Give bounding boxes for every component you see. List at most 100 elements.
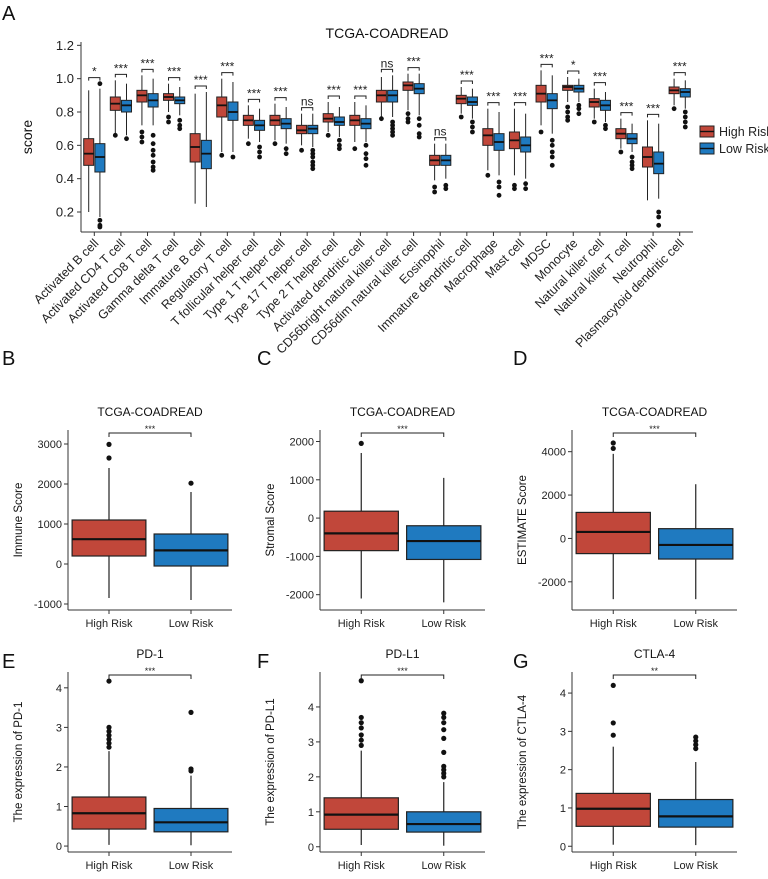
panel-a-sig-bracket [513,102,527,106]
panel-a-sig-bracket [274,97,287,101]
panel-a-low-risk-outlier [656,214,662,220]
panel-a-high-risk-outlier [272,141,278,147]
panel-a-ytick-label: 0.8 [56,105,74,120]
panel-a-low-risk-outlier [363,142,369,148]
panel-c-title: TCGA-COADREAD [350,405,456,419]
panel-a-high-risk-outlier [458,114,464,120]
panel-a-sig-bracket [247,98,261,103]
panel-a-low-risk-outlier [470,129,475,135]
panel-e-low-risk-outlier [188,766,194,772]
panel-a-low-risk-outlier [549,154,555,160]
panel-a-low-risk-outlier [150,159,156,165]
panel-b-ytick-label: 2000 [38,479,62,491]
panel-a-low-risk-outlier [470,119,475,125]
panel-a-sig-label: *** [486,90,500,104]
panel-a-immune-cell-boxplot: ATCGA-COADREADscore0.20.40.60.81.01.2*Ac… [2,3,768,357]
panel-a-sig-label: ns [434,125,447,139]
panel-a-high-risk-outlier [432,184,438,190]
panel-a-ylabel: score [19,120,35,154]
panel-a-low-risk-outlier [682,124,688,130]
panel-f-pdl1-expression: F PD-L1 The expression of PD-L1 0 1 2 3 4 High R… [257,647,485,872]
panel-a-low-risk-outlier [629,154,635,160]
panel-c-low-risk-box [406,525,482,561]
panel-a-low-risk-outlier [336,137,342,143]
panel-c-sig-bracket [360,432,445,437]
panel-a-sig-label: *** [353,83,367,97]
panel-a-low-risk-outlier [629,166,635,172]
panel-a-sig-bracket [460,80,473,84]
panel-a-sig-bracket [354,95,367,99]
panel-c-ytick-label: 2000 [290,436,314,448]
panel-d-ytick-label: 4000 [542,447,566,459]
panel-a-high-risk-outlier [405,116,411,122]
panel-a-high-risk-outlier [538,129,544,135]
panel-f-ylabel: The expression of PD-L1 [265,698,277,825]
panel-a-low-risk-outlier [150,147,156,153]
panel-g-category-label: High Risk [590,860,638,872]
panel-a-sig-bracket [114,73,128,78]
panel-g-low-risk-outlier [693,742,699,748]
panel-f-high-risk-outlier [358,725,364,731]
panel-a-high-risk-outlier [299,147,304,153]
panel-a-sig-label: ns [301,95,314,109]
panel-a-sig-label: *** [274,85,288,99]
panel-g-ytick-label: 4 [560,688,566,700]
panel-a-low-risk-outlier [629,159,635,165]
panel-d-high-risk-outlier [610,440,616,446]
panel-b-sig-label: *** [145,424,156,434]
panel-f-ytick-label: 3 [308,737,314,749]
panel-g-ctla4-expression: G CTLA-4 The expression of CTLA-4 0 1 2 3 4 High… [513,647,737,872]
panel-a-ytick-label: 0.4 [56,171,74,186]
panel-b-ytick-label: 1000 [38,519,62,531]
panel-a-high-risk-outlier [591,119,597,125]
panel-b-ytick-label: 3000 [38,439,62,451]
panel-f-low-risk-outlier [441,714,447,721]
panel-f-high-risk-outlier [358,714,364,721]
panel-e-ytick-label: 2 [56,762,62,774]
panel-a-low-risk-outlier [603,126,608,132]
panel-f-low-risk-outlier [441,727,447,733]
panel-a-low-risk-outlier [549,149,555,155]
panel-d-ytick-label: -2000 [538,577,566,589]
panel-a-low-risk-outlier [177,126,183,132]
panel-a-low-risk-outlier [390,126,395,132]
panel-f-low-risk-outlier [441,749,447,755]
panel-a-high-risk-outlier [352,146,358,152]
panel-a-low-risk-outlier [177,117,183,123]
panel-a-low-risk-outlier [416,116,422,122]
panel-e-high-risk-outlier [106,732,112,738]
panel-a-sig-label: ns [381,56,394,70]
panel-g-ytick-label: 0 [560,841,566,853]
panel-f-sig-label: *** [397,666,408,676]
panel-e-ytick-label: 4 [56,683,62,695]
panel-e-ytick-label: 1 [56,802,62,814]
panel-a-sig-bracket [407,67,420,71]
panel-a-high-risk-outlier [565,104,571,110]
panel-a-high-risk-outlier [565,117,571,123]
panel-b-high-risk-outlier [106,441,112,447]
panel-e-low-risk-outlier [188,709,194,715]
panel-a-sig-bracket [593,82,606,86]
panel-a-sig-label: *** [220,60,234,74]
panel-f-ytick-label: 4 [308,702,314,714]
panel-a-sig-label: *** [167,65,181,79]
panel-f-high-risk-outlier [358,742,364,748]
panel-e-high-risk-outlier [106,744,112,750]
panel-a-sig-label: *** [513,90,527,104]
panel-e-high-risk-outlier [106,728,112,734]
panel-a-low-risk-outlier [150,167,156,173]
panel-a-high-risk-outlier [139,139,145,145]
panel-a-low-risk-outlier [416,122,422,128]
panel-a-sig-bracket [567,70,580,74]
panel-a-low-risk-outlier [390,119,395,125]
panel-label-a: A [2,3,16,25]
panel-a-low-risk-outlier [257,149,262,155]
panel-g-high-risk-outlier [610,682,616,689]
panel-f-high-risk-outlier [358,732,364,738]
panel-a-sig-bracket [380,68,394,73]
panel-a-low-risk-outlier [150,132,156,138]
panel-a-low-risk-outlier [336,146,342,152]
panel-a-low-risk-outlier [523,186,529,192]
panel-label-d: D [513,348,527,370]
panel-e-ytick-label: 3 [56,722,62,734]
